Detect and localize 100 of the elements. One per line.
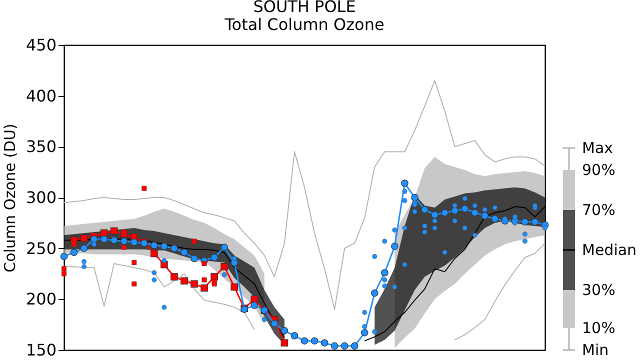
point: [362, 310, 368, 315]
point: [411, 194, 418, 202]
point: [350, 342, 358, 350]
y-tick-label: 350: [26, 137, 56, 156]
point: [422, 223, 428, 228]
point: [110, 236, 118, 244]
point: [412, 209, 418, 214]
point: [441, 209, 448, 216]
point: [472, 232, 478, 238]
point: [180, 248, 188, 256]
point: [462, 226, 468, 230]
point: [381, 269, 388, 276]
y-tick-label: 300: [26, 188, 56, 207]
point: [451, 207, 458, 214]
point: [370, 289, 378, 297]
point: [162, 258, 167, 264]
point: [330, 342, 338, 350]
point: [542, 226, 548, 230]
y-tick-label: 400: [26, 86, 56, 106]
point: [442, 250, 448, 255]
point: [320, 339, 328, 347]
y-tick-label: 150: [26, 340, 56, 360]
point: [472, 203, 478, 208]
point: [502, 216, 508, 222]
point: [461, 205, 468, 212]
point: [72, 242, 77, 247]
point: [402, 226, 408, 230]
point: [432, 218, 438, 224]
point: [471, 209, 479, 216]
point: [512, 214, 518, 220]
point: [402, 188, 408, 194]
text: Median: [582, 241, 637, 259]
point: [262, 317, 267, 322]
point: [60, 252, 68, 260]
point: [160, 242, 168, 250]
point: [432, 226, 438, 230]
point: [280, 327, 288, 334]
text: Max: [582, 139, 614, 157]
point: [70, 248, 78, 256]
point: [170, 244, 178, 252]
point: [521, 218, 529, 226]
y-tick-label: 250: [26, 238, 56, 258]
text: 30%: [582, 281, 616, 299]
point: [422, 230, 428, 235]
point: [431, 211, 438, 218]
y-tick-label: 450: [26, 36, 56, 54]
point: [192, 238, 197, 244]
point: [402, 198, 408, 204]
point: [100, 229, 108, 237]
point: [382, 277, 388, 282]
text: Min: [582, 341, 609, 359]
point: [310, 337, 318, 344]
point: [290, 332, 298, 340]
point: [452, 218, 458, 224]
text: 10%: [582, 319, 616, 337]
point: [382, 238, 388, 244]
point: [122, 230, 127, 235]
point: [522, 232, 528, 237]
point: [90, 236, 98, 243]
point: [372, 329, 378, 334]
point: [100, 236, 108, 243]
point: [491, 215, 499, 222]
point: [340, 342, 348, 350]
point: [92, 242, 97, 247]
point: [392, 228, 398, 233]
point: [382, 283, 388, 288]
point: [120, 238, 128, 245]
point: [280, 339, 288, 347]
point: [402, 262, 408, 268]
text: 70%: [582, 201, 616, 219]
point: [462, 196, 468, 202]
point: [80, 234, 88, 242]
point: [110, 227, 118, 235]
point: [531, 218, 539, 226]
point: [522, 238, 528, 244]
y-axis-title: Column Ozone (DU): [0, 124, 19, 272]
text: 90%: [582, 161, 616, 179]
point: [391, 242, 398, 250]
point: [452, 203, 458, 208]
chart-title: SOUTH POLE: [253, 0, 356, 16]
point: [150, 250, 158, 258]
line-series: [64, 80, 546, 310]
point: [220, 244, 228, 251]
point: [360, 329, 368, 336]
point: [392, 284, 398, 290]
point: [270, 320, 278, 328]
point: [512, 220, 518, 226]
point: [142, 186, 147, 191]
point: [150, 242, 158, 249]
chart-subtitle: Total Column Ozone: [224, 15, 384, 34]
point: [401, 180, 408, 187]
point: [130, 238, 138, 246]
point: [190, 254, 198, 262]
point: [481, 212, 489, 220]
point: [372, 254, 378, 259]
point: [492, 205, 498, 210]
point: [421, 206, 428, 214]
point: [210, 254, 218, 262]
point: [80, 244, 88, 252]
point: [232, 256, 237, 261]
